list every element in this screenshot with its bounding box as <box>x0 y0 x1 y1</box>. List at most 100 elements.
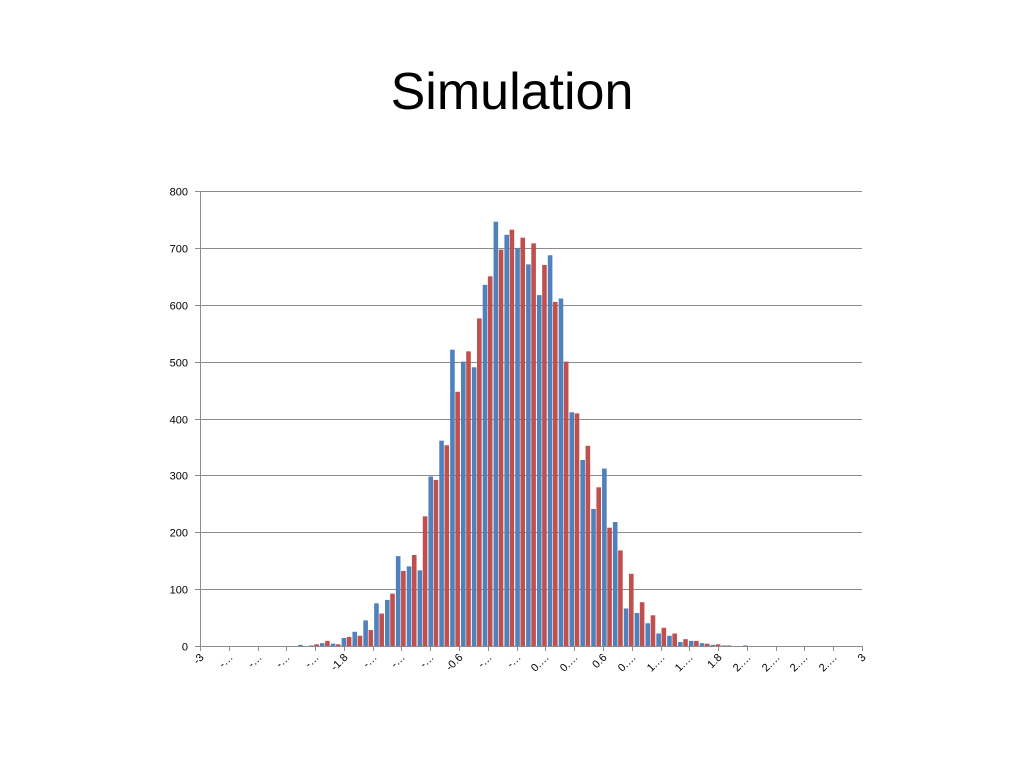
bar <box>602 468 607 646</box>
y-tick-label: 0 <box>182 642 188 654</box>
bar <box>721 645 727 646</box>
bar <box>352 631 358 646</box>
bar <box>704 643 710 646</box>
bar <box>319 643 325 646</box>
bar <box>563 361 569 647</box>
bar <box>656 633 661 646</box>
bar <box>678 642 683 646</box>
y-tick-label: 500 <box>170 358 188 370</box>
x-tick-label: -1.8 <box>329 652 351 674</box>
bar <box>569 412 575 646</box>
bar <box>536 295 542 646</box>
bar <box>455 391 460 646</box>
x-tick-label: -… <box>274 652 293 671</box>
slide-title: Simulation <box>390 63 634 121</box>
x-tick-label: 2.… <box>731 652 754 675</box>
bar <box>314 644 319 646</box>
bar <box>433 479 439 646</box>
bar <box>634 613 640 646</box>
bar <box>672 633 677 646</box>
bar <box>417 570 423 646</box>
y-tick-label: 300 <box>170 471 188 483</box>
bar <box>743 645 748 646</box>
bar <box>357 635 363 646</box>
x-tick-label: 2.… <box>817 652 840 675</box>
bar <box>509 229 515 646</box>
x-tick-label: 3 <box>856 652 869 665</box>
bar <box>515 247 520 647</box>
bar <box>330 643 336 646</box>
bar <box>694 640 699 646</box>
bar <box>406 566 412 647</box>
bar <box>390 593 395 646</box>
bar <box>395 556 401 646</box>
bar <box>428 476 434 646</box>
x-tick-label: -… <box>418 652 437 671</box>
bar <box>385 599 390 646</box>
x-tick-label: 1.8 <box>705 652 724 671</box>
x-tick-label: 0.… <box>558 652 581 675</box>
x-tick-label: -0.6 <box>444 652 466 674</box>
x-tick-label: 2.… <box>760 652 783 675</box>
bar <box>683 639 688 646</box>
bar <box>325 640 330 646</box>
y-tick-label: 800 <box>170 187 188 199</box>
bar <box>699 643 705 646</box>
bar <box>422 516 428 646</box>
bar <box>558 298 564 646</box>
bar <box>688 640 694 646</box>
bar <box>309 645 314 646</box>
x-tick-label: 2.… <box>788 652 811 675</box>
x-tick-label: -… <box>389 652 408 671</box>
y-tick-label: 700 <box>170 244 188 256</box>
bar <box>645 623 651 646</box>
bar <box>547 255 553 646</box>
bar <box>298 644 303 646</box>
bar <box>498 249 504 646</box>
bar <box>612 522 618 646</box>
bar <box>639 602 645 646</box>
bar <box>585 445 591 646</box>
y-tick-label: 200 <box>170 528 188 540</box>
y-tick-label: 600 <box>170 301 188 313</box>
x-tick-label: -… <box>361 652 380 671</box>
bar <box>526 264 531 646</box>
x-tick-label: -… <box>246 652 265 671</box>
bar <box>346 636 352 646</box>
x-tick-label: -3 <box>191 652 206 667</box>
x-tick-label: 0.… <box>616 652 639 675</box>
bar <box>618 550 623 646</box>
y-tick-label: 100 <box>170 585 188 597</box>
bar <box>341 638 347 646</box>
bar <box>477 318 482 646</box>
bar <box>439 440 444 646</box>
bar <box>411 555 417 646</box>
bar <box>379 613 384 646</box>
bar <box>667 635 672 646</box>
bar <box>591 508 596 646</box>
bar <box>574 413 580 646</box>
bar <box>628 573 634 646</box>
bar <box>450 349 455 646</box>
bar <box>374 603 379 646</box>
bar <box>460 361 466 647</box>
bar <box>466 351 471 646</box>
bar <box>607 527 612 646</box>
y-tick-label: 400 <box>170 415 188 427</box>
bar <box>553 301 558 646</box>
x-tick-label: 1.… <box>673 652 696 675</box>
x-tick-label: 0.… <box>529 652 552 675</box>
x-tick-label: -… <box>476 652 495 671</box>
bar <box>401 570 406 646</box>
bar <box>335 644 341 646</box>
bar <box>580 460 585 646</box>
bar <box>710 644 716 646</box>
bar <box>504 234 509 647</box>
bar <box>471 367 477 646</box>
bar <box>520 237 526 646</box>
bar <box>531 243 536 646</box>
gridlines <box>200 191 862 647</box>
bar <box>661 627 667 646</box>
